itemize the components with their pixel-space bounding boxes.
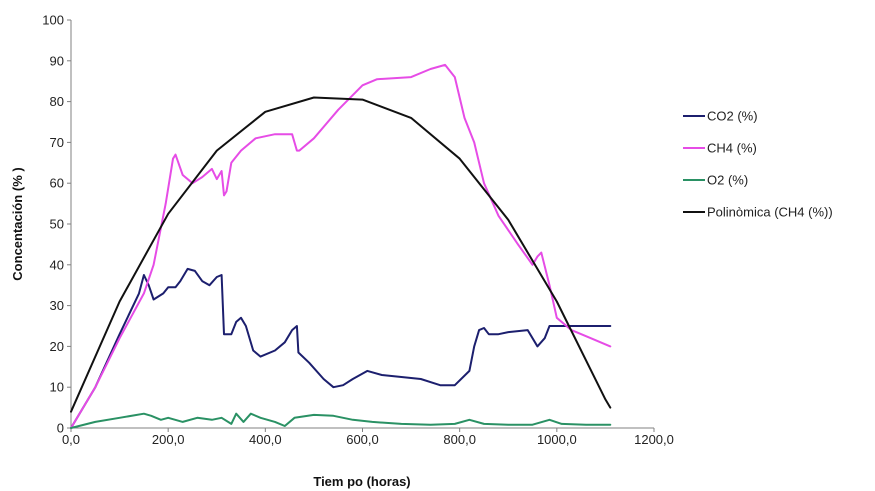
x-axis-title: Tiem po (horas)	[313, 474, 410, 489]
y-axis-ticks: 0 10 20 30 40 50 60 70 80 90 100	[42, 13, 71, 436]
legend-label: Polinòmica (CH4 (%))	[707, 205, 833, 220]
y-tick-label: 20	[50, 339, 64, 354]
y-tick-label: 0	[57, 421, 64, 436]
y-tick-label: 90	[50, 53, 64, 68]
legend-label: CO2 (%)	[707, 109, 758, 124]
y-tick-label: 30	[50, 298, 64, 313]
series-layer	[70, 63, 612, 429]
x-tick-label: 600,0	[346, 432, 379, 447]
series-line-o2	[70, 412, 612, 429]
x-tick-label: 0,0	[62, 432, 80, 447]
y-tick-label: 100	[42, 13, 64, 28]
y-tick-label: 80	[50, 94, 64, 109]
y-tick-label: 50	[50, 217, 64, 232]
legend-label: O2 (%)	[707, 173, 748, 188]
y-tick-label: 40	[50, 257, 64, 272]
x-tick-label: 1000,0	[537, 432, 577, 447]
y-tick-label: 60	[50, 176, 64, 191]
x-tick-label: 1200,0	[634, 432, 674, 447]
y-tick-label: 10	[50, 380, 64, 395]
x-tick-label: 200,0	[152, 432, 185, 447]
plot-area: 0,0 200,0 400,0 600,0 800,0 1000,0 1200,0 0 10 2…	[42, 13, 674, 448]
legend-label: CH4 (%)	[707, 141, 757, 156]
x-axis-ticks: 0,0 200,0 400,0 600,0 800,0 1000,0 1200,0	[62, 428, 674, 447]
y-tick-label: 70	[50, 135, 64, 150]
y-axis-title: Concentación (% )	[10, 167, 25, 280]
legend: CO2 (%) CH4 (%) O2 (%) Polinòmica (CH4 (%))	[683, 109, 833, 220]
series-line-co2	[70, 267, 612, 429]
x-tick-label: 400,0	[249, 432, 282, 447]
x-tick-label: 800,0	[443, 432, 476, 447]
series-line-ch4	[70, 63, 612, 429]
series-line-polin-mica-ch4	[70, 96, 612, 413]
